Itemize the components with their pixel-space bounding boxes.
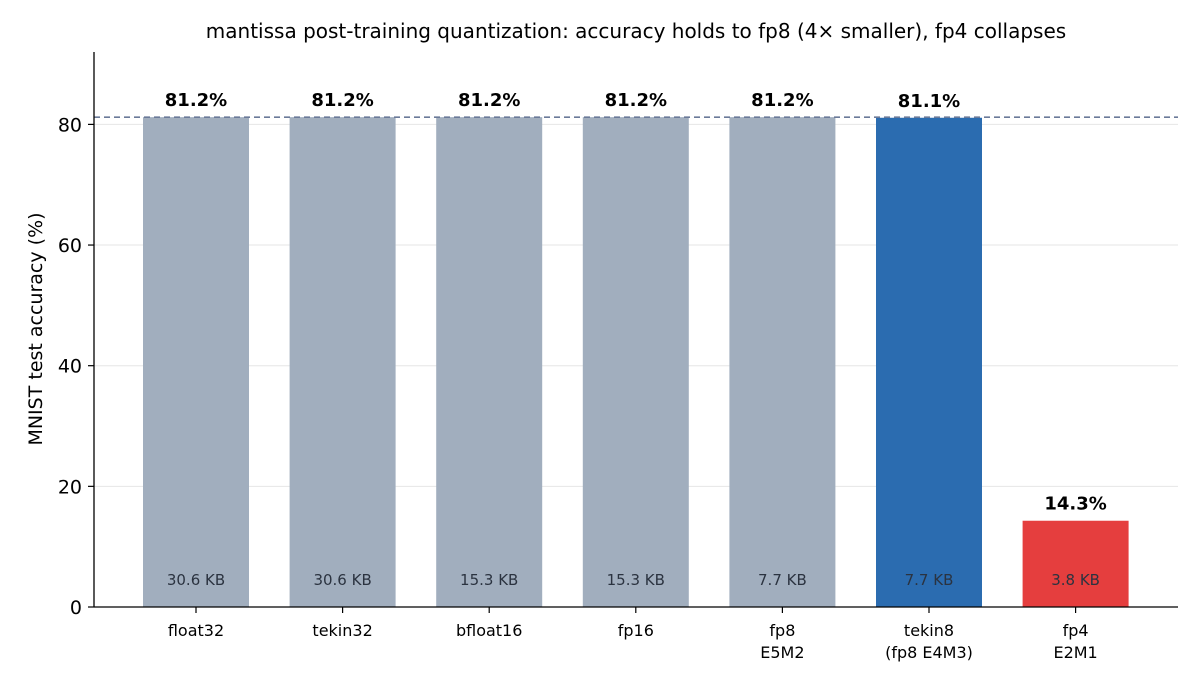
axes <box>88 52 1178 613</box>
x-tick-label: (fp8 E4M3) <box>885 643 973 662</box>
bar <box>1022 520 1129 607</box>
bar <box>143 117 249 608</box>
x-tick-label: E2M1 <box>1053 643 1097 662</box>
bar-size-label: 7.7 KB <box>905 571 954 589</box>
bar <box>876 117 982 607</box>
bars <box>94 116 1178 608</box>
x-tick-label: bfloat16 <box>456 621 522 640</box>
y-tick-label: 60 <box>58 235 82 257</box>
bar-value-label: 81.2% <box>458 90 520 111</box>
y-tick-label: 40 <box>58 356 82 378</box>
bar-size-label: 30.6 KB <box>313 571 371 589</box>
bar-value-label: 81.2% <box>605 90 667 111</box>
bar <box>289 117 396 608</box>
bar-size-label: 30.6 KB <box>167 571 225 589</box>
x-tick-label: fp16 <box>618 621 654 640</box>
bar <box>729 117 836 608</box>
bar-size-label: 3.8 KB <box>1051 571 1100 589</box>
bar <box>436 117 543 608</box>
chart-title: mantissa post-training quantization: acc… <box>206 19 1066 43</box>
y-tick-label: 0 <box>70 597 82 619</box>
x-tick-label: E5M2 <box>760 643 804 662</box>
x-tick-label: fp8 <box>769 621 795 640</box>
bar-value-label: 81.2% <box>311 90 373 111</box>
bar <box>582 117 689 608</box>
x-tick-label: float32 <box>168 621 224 640</box>
bar-size-label: 7.7 KB <box>758 571 807 589</box>
bar-size-label: 15.3 KB <box>460 571 518 589</box>
x-tick-label: fp4 <box>1063 621 1089 640</box>
y-axis-label: MNIST test accuracy (%) <box>25 212 47 445</box>
x-tick-label: tekin32 <box>312 621 372 640</box>
labels: 0 20 40 60 80 81.2% 30.6 KB float32 81.2% 30.6 KB… <box>58 90 1107 662</box>
bar-value-label: 81.2% <box>165 90 227 111</box>
bar-value-label: 81.2% <box>751 90 813 111</box>
bar-size-label: 15.3 KB <box>607 571 665 589</box>
bar-value-label: 14.3% <box>1044 494 1106 515</box>
y-tick-label: 80 <box>58 114 82 136</box>
y-tick-label: 20 <box>58 476 82 498</box>
bar-value-label: 81.1% <box>898 91 960 112</box>
x-tick-label: tekin8 <box>904 621 954 640</box>
